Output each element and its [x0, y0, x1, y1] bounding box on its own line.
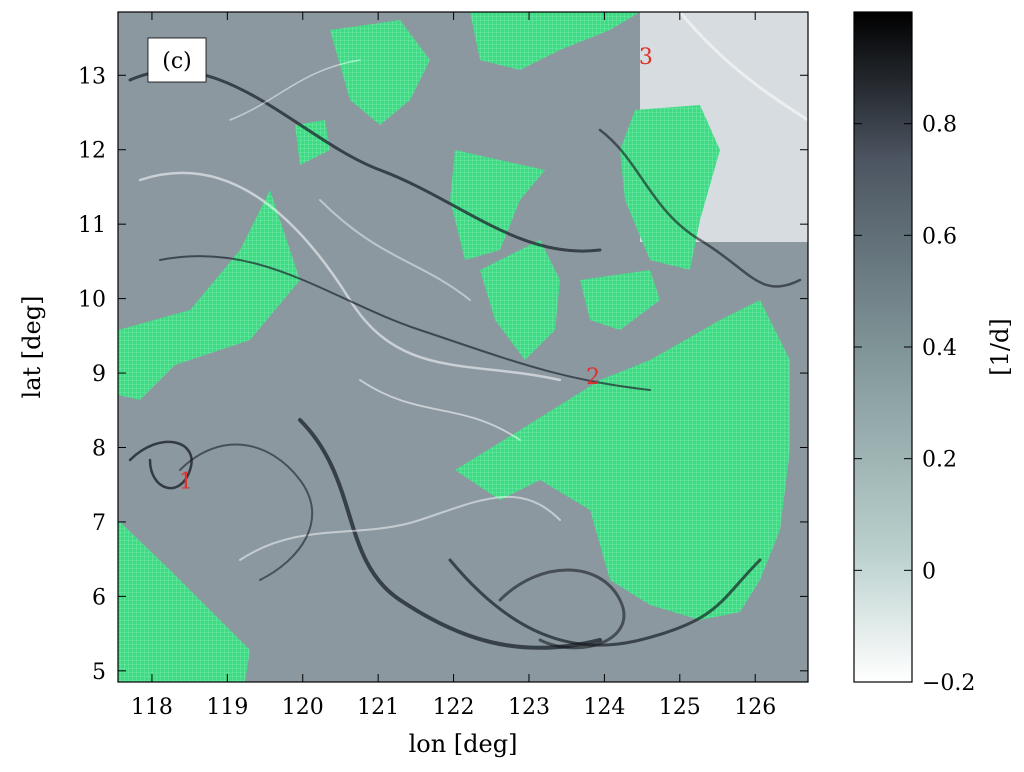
location-marker-3: 3	[639, 45, 653, 70]
panel-label: (c)	[162, 49, 192, 74]
land-leyte	[620, 105, 720, 270]
x-tick-label: 125	[659, 695, 701, 720]
y-tick-label: 9	[92, 362, 106, 387]
land-panay	[450, 150, 545, 260]
colorbar-tick-label: −0.2	[922, 671, 975, 696]
land-mindoro	[330, 20, 430, 125]
plot-frame	[117, 11, 809, 683]
x-axis: 118 119 120 121 122 1 2 3 124 125 126	[131, 12, 776, 720]
x-tick-label: 123	[508, 695, 550, 720]
y-tick-label: 6	[92, 585, 106, 610]
x-axis-label: lon [deg]	[409, 730, 518, 758]
colorbar-ticks: 0.8 0.6 0.4 0.2 0 −0.2	[854, 113, 975, 696]
y-tick-label: 11	[78, 213, 106, 238]
x-tick-label: 120	[282, 695, 324, 720]
x-tick-label: 122	[433, 695, 475, 720]
colorbar-tick-label: 0	[922, 559, 936, 584]
x-tick-label: 124	[583, 695, 625, 720]
colorbar-tick-label: 0.8	[922, 113, 957, 138]
colorbar-gradient	[853, 11, 913, 683]
y-tick-label: 5	[92, 660, 106, 685]
land-sulu-archipelago-left	[118, 190, 300, 400]
land-small-island	[295, 120, 330, 165]
x-tick-label: 126	[734, 695, 776, 720]
land-negros	[480, 240, 560, 360]
land-borneo-sw	[118, 520, 250, 682]
y-tick-label: 12	[78, 139, 106, 164]
panel-label-box: (c)	[147, 37, 207, 83]
filament-streaks	[128, 12, 808, 650]
location-marker-1: 1	[179, 469, 193, 494]
x-tick-label: 118	[131, 695, 173, 720]
x-tick-label: 119	[206, 695, 248, 720]
y-tick-label: 8	[92, 437, 106, 462]
location-markers: 1 2 3	[179, 45, 653, 494]
land-mindanao	[455, 300, 790, 620]
location-marker-2: 2	[586, 365, 600, 390]
y-tick-label: 7	[92, 511, 106, 536]
land-samar-north	[470, 12, 640, 70]
land-cebu-bohol	[580, 270, 660, 330]
colorbar-tick-label: 0.2	[922, 448, 957, 473]
colorbar-tick-label: 0.6	[922, 224, 957, 249]
land-masses	[118, 12, 790, 682]
colorbar: 0.8 0.6 0.4 0.2 0 −0.2 [1/d]	[853, 11, 1014, 696]
colorbar-label: [1/d]	[986, 318, 1014, 375]
colorbar-tick-label: 0.4	[922, 336, 957, 361]
y-tick-label: 13	[78, 64, 106, 89]
y-tick-label: 10	[78, 288, 106, 313]
y-axis-label: lat [deg]	[18, 296, 46, 399]
map-panel: 1 2 3	[118, 12, 808, 682]
x-tick-label: 121	[357, 695, 399, 720]
